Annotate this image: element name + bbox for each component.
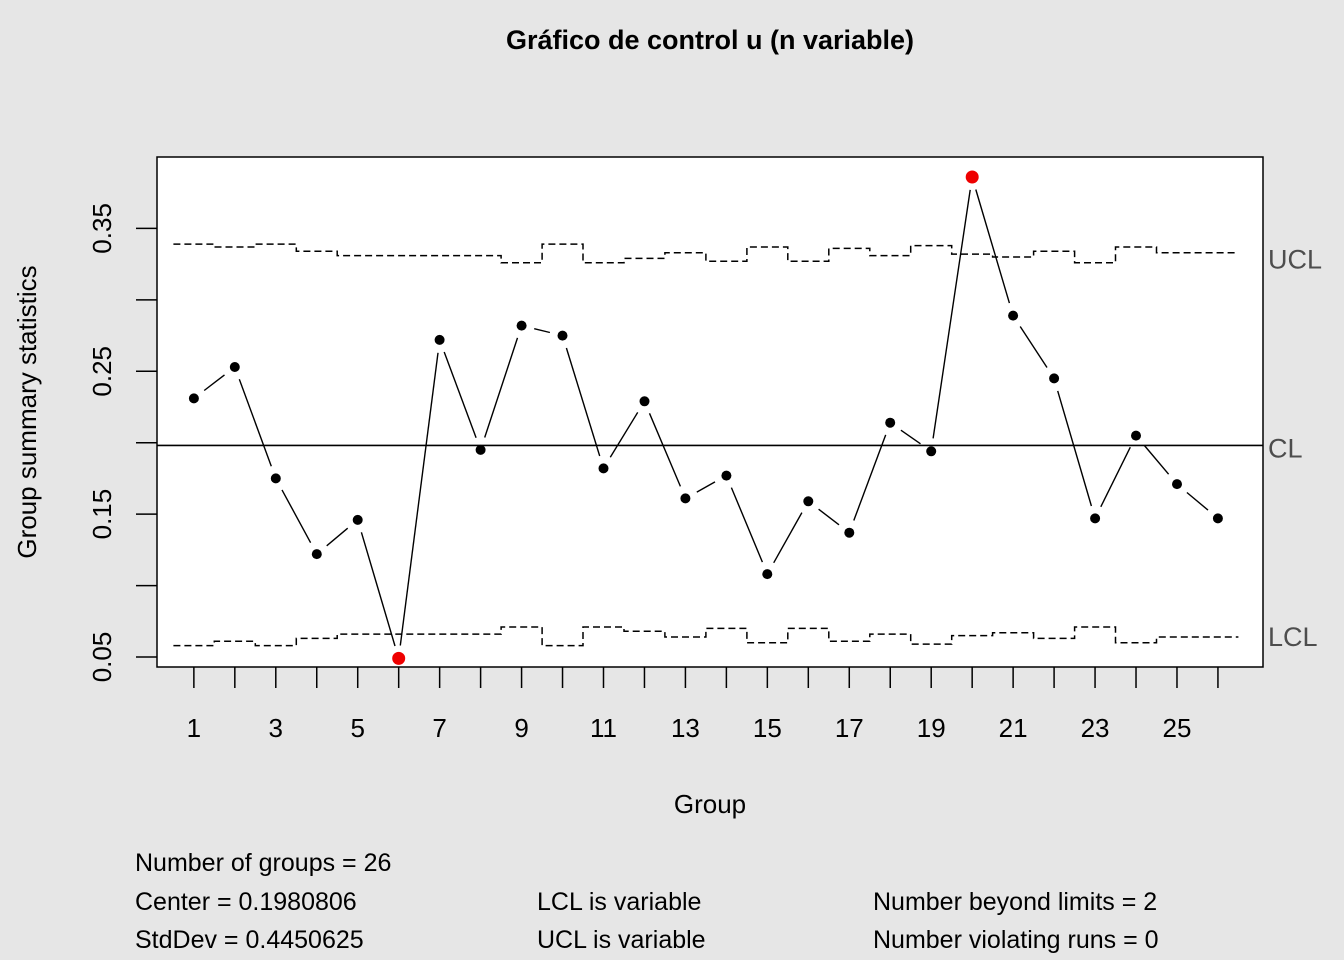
ucl-label: UCL (1268, 245, 1322, 275)
lcl-label: LCL (1268, 622, 1318, 652)
cl-label: CL (1268, 433, 1303, 463)
data-point (270, 473, 281, 484)
data-point (598, 463, 609, 474)
plot-area (157, 157, 1263, 667)
y-tick-label: 0.05 (87, 632, 117, 683)
stat-center: Center = 0.1980806 (135, 888, 357, 916)
data-point (475, 444, 486, 455)
data-point (311, 549, 322, 560)
series-segment (609, 412, 639, 458)
chart-title: Gráfico de control u (n variable) (506, 25, 914, 55)
data-point (1212, 513, 1223, 524)
x-axis-label: Group (674, 789, 746, 819)
stat-ucl-variable: UCL is variable (537, 926, 706, 954)
series-segment (534, 328, 551, 334)
data-series (203, 189, 1209, 647)
y-tick-label: 0.35 (87, 203, 117, 254)
x-tick-label: 25 (1163, 713, 1192, 743)
x-tick-label: 19 (917, 713, 946, 743)
x-tick-label: 17 (835, 713, 864, 743)
series-segment (648, 413, 682, 487)
series-segment (853, 434, 887, 521)
y-tick-label: 0.15 (87, 489, 117, 540)
stat-stddev: StdDev = 0.4450625 (135, 926, 364, 954)
data-point (680, 493, 691, 504)
x-tick-label: 23 (1081, 713, 1110, 743)
data-point (721, 470, 732, 481)
series-segment (1100, 446, 1131, 508)
lcl-step-path (173, 626, 1239, 647)
data-point-violation (965, 170, 979, 184)
series-segment (399, 352, 439, 646)
data-point (229, 362, 240, 372)
data-point (1090, 513, 1101, 524)
x-tick-label: 1 (187, 713, 201, 743)
series-segment (932, 189, 971, 439)
stat-beyond-limits: Number beyond limits = 2 (873, 888, 1157, 916)
series-segment (1143, 445, 1170, 475)
series-segment (565, 347, 601, 457)
x-tick-label: 11 (590, 713, 617, 743)
data-point (1172, 479, 1182, 490)
series-segment (1186, 491, 1209, 511)
series-segment (281, 489, 312, 544)
series-segment (975, 189, 1011, 304)
x-tick-label: 9 (514, 713, 528, 743)
data-point (762, 569, 773, 580)
data-point (1008, 310, 1019, 321)
x-tick-label: 7 (432, 713, 446, 743)
data-point (352, 514, 363, 525)
data-point (1049, 373, 1060, 384)
data-point (1131, 430, 1141, 441)
x-axis: 1 3 5 7 9 11 13 15 17 19 21 23 25 (187, 667, 1219, 743)
series-segment (360, 532, 396, 647)
series-segment (730, 487, 764, 563)
series-segment (1057, 390, 1093, 507)
data-point (885, 417, 896, 428)
y-axis: 0.05 0.15 0.25 0.35 (87, 203, 157, 682)
series-segment (818, 508, 840, 526)
x-tick-label: 5 (350, 713, 364, 743)
data-point (639, 396, 650, 407)
data-point (516, 320, 527, 331)
series-segment (484, 337, 519, 438)
series-segment (773, 512, 803, 564)
data-point-violation (392, 651, 406, 665)
data-point (803, 496, 814, 507)
x-tick-label: 21 (999, 713, 1028, 743)
series-segment (326, 527, 349, 547)
series-segment (900, 429, 921, 445)
stat-number-of-groups: Number of groups = 26 (135, 849, 391, 877)
series-segment (696, 481, 716, 493)
data-point (557, 330, 568, 341)
data-point (188, 393, 199, 404)
stat-lcl-variable: LCL is variable (537, 888, 701, 916)
x-tick-label: 13 (671, 713, 700, 743)
series-segment (238, 378, 272, 467)
data-point (926, 446, 937, 457)
plot-frame (156, 156, 1264, 668)
ucl-line (173, 243, 1239, 264)
y-tick-label: 0.25 (87, 346, 117, 397)
stat-violating-runs: Number violating runs = 0 (873, 926, 1159, 954)
series-segment (1019, 326, 1048, 368)
x-tick-label: 3 (269, 713, 283, 743)
data-point (434, 334, 445, 345)
ucl-step-path (173, 243, 1239, 264)
lcl-line (173, 626, 1239, 647)
data-points (188, 170, 1223, 665)
data-point (844, 527, 855, 538)
series-segment (203, 374, 225, 392)
y-axis-label: Group summary statistics (12, 265, 42, 558)
series-segment (443, 351, 477, 438)
x-tick-label: 15 (753, 713, 782, 743)
